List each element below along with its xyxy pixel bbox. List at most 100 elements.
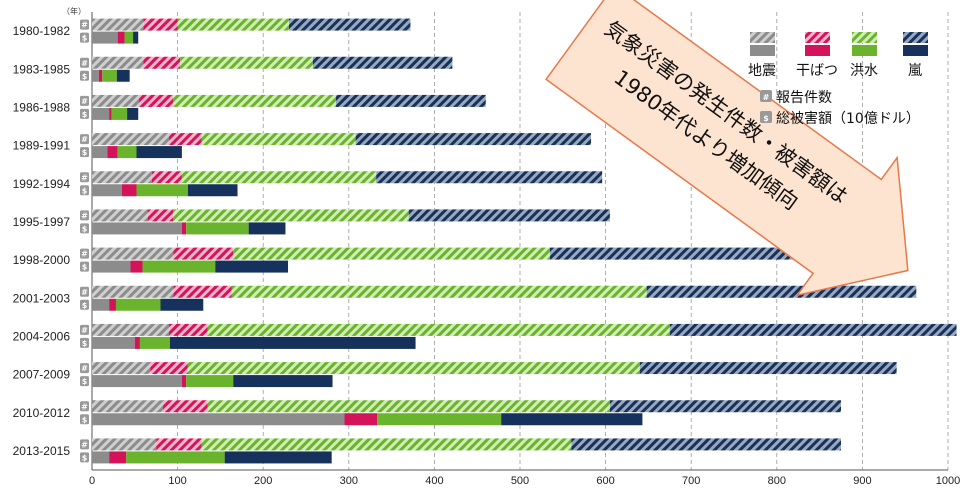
count-bar — [92, 94, 140, 107]
category-label: 2004-2006 — [13, 329, 71, 343]
count-badge: # — [81, 364, 88, 373]
damage-bar — [98, 69, 103, 82]
count-badge-bg — [80, 324, 89, 335]
damage-bar — [109, 107, 112, 120]
legend-swatches: 地震 干ばつ 洪水 嵐 — [748, 32, 928, 79]
count-bar — [312, 56, 453, 69]
x-tick-label: 400 — [425, 475, 443, 487]
damage-bar — [224, 451, 332, 464]
category-label: 2001-2003 — [13, 291, 71, 305]
damage-badge: $ — [82, 415, 88, 424]
damage-bar — [136, 184, 188, 197]
count-bar — [92, 438, 157, 451]
count-badge-bg — [80, 210, 89, 221]
damage-bar — [117, 31, 125, 44]
damage-bar — [130, 260, 143, 273]
count-bar — [156, 438, 202, 451]
damage-bar — [186, 375, 234, 388]
count-bar — [139, 94, 174, 107]
damage-bar — [160, 298, 204, 311]
count-badge: # — [81, 440, 88, 449]
legend-swatch-damage — [805, 45, 830, 56]
count-bar — [173, 285, 232, 298]
damage-bar — [92, 413, 345, 426]
count-bar — [231, 285, 647, 298]
damage-badge: $ — [82, 377, 88, 386]
count-bar — [376, 171, 603, 184]
damage-badge-bg — [80, 70, 89, 81]
count-badge: # — [81, 211, 88, 220]
damage-bar — [169, 336, 416, 349]
damage-badge: $ — [82, 224, 88, 233]
count-badge-bg — [80, 134, 89, 145]
damage-badge-bg — [80, 147, 89, 158]
count-bar — [143, 56, 181, 69]
count-bar — [207, 400, 610, 413]
count-bar — [609, 400, 841, 413]
damage-bar — [107, 146, 118, 159]
count-badge-bg — [80, 95, 89, 106]
damage-badge-bg — [80, 32, 89, 43]
damage-bar — [92, 31, 118, 44]
damage-bar — [181, 375, 187, 388]
count-bar — [201, 438, 572, 451]
damage-bar — [187, 184, 238, 197]
damage-badge-bg — [80, 452, 89, 463]
count-bar — [92, 133, 170, 146]
damage-bar — [136, 146, 182, 159]
damage-bar — [142, 260, 216, 273]
count-badge: # — [81, 402, 88, 411]
damage-bar — [124, 31, 134, 44]
legend-swatch-count — [750, 32, 775, 43]
count-bar — [92, 56, 144, 69]
damage-badge: $ — [82, 263, 88, 272]
damage-badge-bg — [80, 337, 89, 348]
count-bar — [571, 438, 841, 451]
count-bar — [143, 18, 178, 31]
damage-bar — [116, 69, 130, 82]
category-label: 1998-2000 — [13, 253, 71, 267]
year-unit-label: （年） — [62, 6, 86, 16]
count-badge-bg — [80, 248, 89, 259]
count-bar — [639, 362, 897, 375]
legend-metric-badge: # — [763, 93, 770, 102]
x-tick-label: 1000 — [936, 475, 960, 487]
legend-swatch-damage — [750, 45, 775, 56]
legend-metric-badge: $ — [763, 114, 769, 123]
damage-bar — [92, 184, 122, 197]
bars: # $ # $ # $ # $ # $ # $ # $ # $ # $ # $ # $ # $ — [80, 18, 957, 464]
damage-badge-bg — [80, 414, 89, 425]
count-bar — [288, 18, 411, 31]
damage-badge: $ — [82, 301, 88, 310]
damage-badge: $ — [82, 34, 88, 43]
damage-bar — [181, 222, 187, 235]
damage-bar — [92, 451, 110, 464]
x-tick-label: 100 — [168, 475, 186, 487]
count-badge-bg — [80, 363, 89, 374]
damage-bar — [344, 413, 378, 426]
legend-metric-label: 総被害額（10億ドル） — [776, 111, 920, 127]
x-tick-label: 500 — [511, 475, 529, 487]
damage-badge-bg — [80, 223, 89, 234]
legend-metric-badge-bg — [760, 90, 772, 102]
damage-bar — [186, 222, 249, 235]
damage-bar — [139, 336, 170, 349]
damage-bar — [92, 298, 110, 311]
legend-metrics: # 報告件数 $ 総被害額（10億ドル） — [760, 90, 920, 127]
count-badge-bg — [80, 19, 89, 30]
count-bar — [92, 247, 174, 260]
count-bar — [150, 362, 188, 375]
count-bar — [173, 94, 336, 107]
damage-bar — [92, 222, 182, 235]
count-bar — [177, 18, 289, 31]
count-bar — [646, 285, 917, 298]
count-bar — [163, 400, 208, 413]
damage-badge-bg — [80, 108, 89, 119]
damage-badge-bg — [80, 299, 89, 310]
count-bar — [355, 133, 592, 146]
legend-hazard-label: 嵐 — [908, 63, 922, 79]
damage-bar — [133, 31, 139, 44]
legend-swatch-count — [805, 32, 830, 43]
damage-bar — [102, 69, 117, 82]
